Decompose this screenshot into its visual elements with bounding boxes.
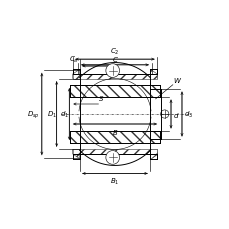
Text: $D_{sp}$: $D_{sp}$ — [27, 109, 39, 120]
Circle shape — [105, 151, 119, 165]
Polygon shape — [70, 132, 159, 143]
Text: $d_3$: $d_3$ — [183, 109, 192, 120]
Polygon shape — [72, 150, 79, 159]
Text: $C_a$: $C_a$ — [68, 55, 78, 65]
Circle shape — [105, 64, 119, 78]
Text: $W$: $W$ — [172, 76, 182, 85]
Text: $D_1$: $D_1$ — [46, 109, 57, 120]
Text: $d_1$: $d_1$ — [60, 109, 69, 120]
Polygon shape — [70, 86, 159, 97]
Polygon shape — [72, 150, 157, 154]
Polygon shape — [150, 90, 160, 97]
Text: $S$: $S$ — [98, 93, 104, 102]
Text: $C$: $C$ — [111, 54, 118, 63]
Polygon shape — [150, 150, 157, 159]
Text: $d$: $d$ — [172, 110, 179, 119]
Text: $C_2$: $C_2$ — [110, 47, 119, 57]
Polygon shape — [150, 132, 160, 139]
Text: $B$: $B$ — [111, 127, 118, 136]
Polygon shape — [72, 75, 157, 79]
Polygon shape — [150, 70, 157, 79]
Text: $B_1$: $B_1$ — [110, 176, 119, 187]
Polygon shape — [72, 70, 79, 79]
